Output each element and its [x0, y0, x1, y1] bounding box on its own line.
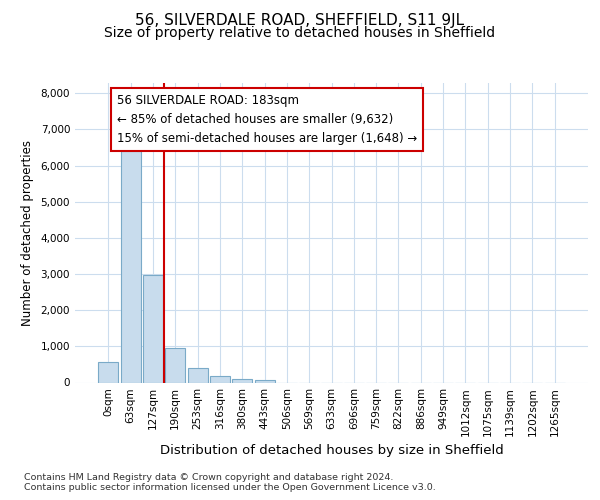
Text: Size of property relative to detached houses in Sheffield: Size of property relative to detached ho… — [104, 26, 496, 40]
Bar — [210, 376, 230, 382]
Bar — [188, 368, 208, 382]
Text: 56 SILVERDALE ROAD: 183sqm
← 85% of detached houses are smaller (9,632)
15% of s: 56 SILVERDALE ROAD: 183sqm ← 85% of deta… — [117, 94, 417, 145]
Text: Contains HM Land Registry data © Crown copyright and database right 2024.
Contai: Contains HM Land Registry data © Crown c… — [24, 472, 436, 492]
Text: 56, SILVERDALE ROAD, SHEFFIELD, S11 9JL: 56, SILVERDALE ROAD, SHEFFIELD, S11 9JL — [136, 12, 464, 28]
Bar — [165, 348, 185, 382]
Bar — [121, 151, 141, 382]
Bar — [98, 362, 118, 382]
Bar — [232, 378, 252, 382]
Bar — [143, 275, 163, 382]
Bar — [254, 380, 275, 382]
X-axis label: Distribution of detached houses by size in Sheffield: Distribution of detached houses by size … — [160, 444, 503, 458]
Y-axis label: Number of detached properties: Number of detached properties — [20, 140, 34, 326]
